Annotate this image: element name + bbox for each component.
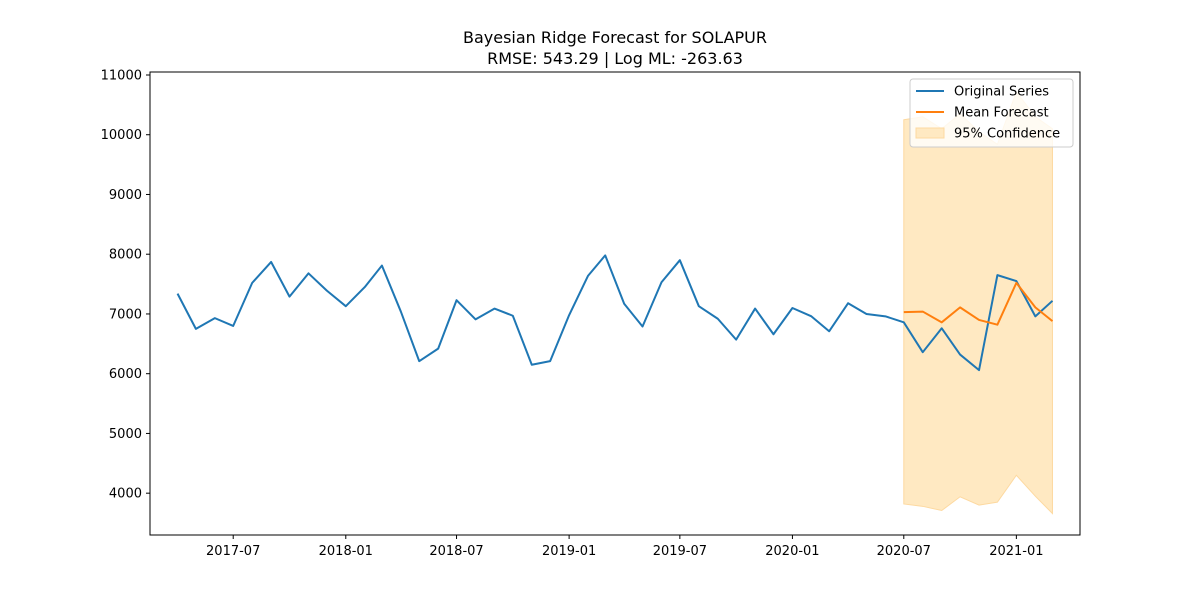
- y-tick-label: 5000: [109, 427, 142, 442]
- chart-subtitle: RMSE: 543.29 | Log ML: -263.63: [487, 49, 743, 68]
- chart-title: Bayesian Ridge Forecast for SOLAPUR: [463, 28, 767, 47]
- y-tick-label: 9000: [109, 188, 142, 203]
- legend-swatch-patch: [915, 127, 945, 139]
- legend-label: Mean Forecast: [954, 106, 1049, 121]
- x-tick-label: 2017-07: [206, 544, 260, 559]
- x-tick-label: 2019-01: [542, 544, 596, 559]
- y-tick-label: 6000: [109, 367, 142, 382]
- plot-frame: [149, 71, 1081, 536]
- y-tick-label: 7000: [109, 307, 142, 322]
- x-tick-label: 2019-07: [653, 544, 707, 559]
- x-tick-label: 2018-07: [429, 544, 483, 559]
- original-series-line: [176, 254, 1054, 372]
- legend-label: 95% Confidence: [954, 127, 1060, 142]
- y-tick-label: 10000: [101, 128, 142, 143]
- confidence-band: [903, 90, 1053, 515]
- y-tick-label: 11000: [101, 68, 142, 83]
- y-tick-label: 4000: [109, 487, 142, 502]
- x-tick-label: 2020-07: [877, 544, 931, 559]
- legend-box: [909, 78, 1074, 148]
- x-tick-label: 2021-01: [989, 544, 1043, 559]
- x-tick-label: 2018-01: [319, 544, 373, 559]
- x-tick-label: 2020-01: [765, 544, 819, 559]
- legend-label: Original Series: [954, 85, 1049, 100]
- y-tick-label: 8000: [109, 248, 142, 263]
